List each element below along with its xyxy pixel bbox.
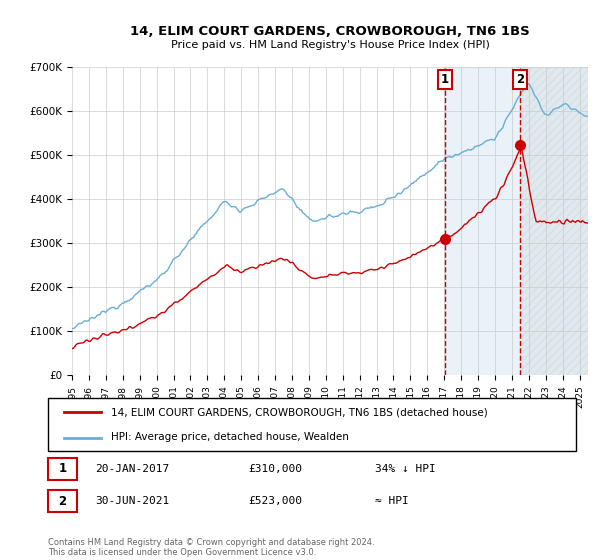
Bar bbox=[520, 67, 588, 375]
Text: 2: 2 bbox=[516, 73, 524, 86]
Text: 20-JAN-2017: 20-JAN-2017 bbox=[95, 464, 170, 474]
Text: Price paid vs. HM Land Registry's House Price Index (HPI): Price paid vs. HM Land Registry's House … bbox=[170, 40, 490, 50]
Text: £310,000: £310,000 bbox=[248, 464, 302, 474]
Text: 30-JUN-2021: 30-JUN-2021 bbox=[95, 496, 170, 506]
Text: ≈ HPI: ≈ HPI bbox=[376, 496, 409, 506]
Text: 14, ELIM COURT GARDENS, CROWBOROUGH, TN6 1BS: 14, ELIM COURT GARDENS, CROWBOROUGH, TN6… bbox=[130, 25, 530, 38]
Text: 1: 1 bbox=[58, 463, 67, 475]
Text: Contains HM Land Registry data © Crown copyright and database right 2024.
This d: Contains HM Land Registry data © Crown c… bbox=[48, 538, 374, 557]
Text: £523,000: £523,000 bbox=[248, 496, 302, 506]
FancyBboxPatch shape bbox=[48, 398, 576, 451]
Text: 14, ELIM COURT GARDENS, CROWBOROUGH, TN6 1BS (detached house): 14, ELIM COURT GARDENS, CROWBOROUGH, TN6… bbox=[112, 408, 488, 418]
FancyBboxPatch shape bbox=[48, 490, 77, 512]
Text: 2: 2 bbox=[58, 494, 67, 507]
Bar bbox=[445, 67, 588, 375]
FancyBboxPatch shape bbox=[48, 458, 77, 480]
Text: 1: 1 bbox=[441, 73, 449, 86]
Text: HPI: Average price, detached house, Wealden: HPI: Average price, detached house, Weal… bbox=[112, 432, 349, 442]
Text: 34% ↓ HPI: 34% ↓ HPI bbox=[376, 464, 436, 474]
